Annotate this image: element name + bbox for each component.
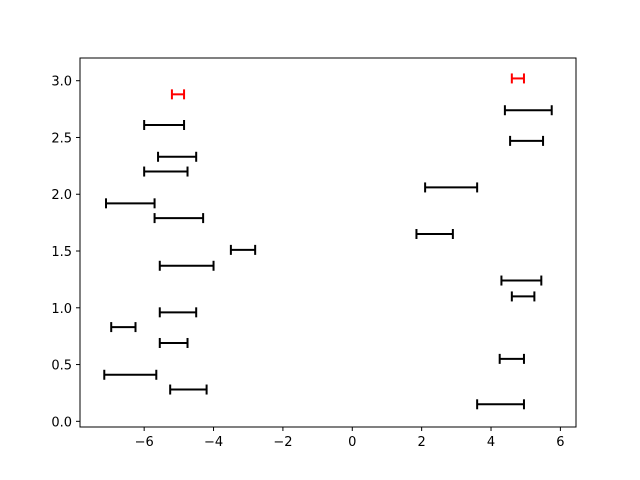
errorbar-interval	[169, 384, 208, 395]
errorbar-interval	[158, 307, 198, 318]
errorbar-interval	[170, 89, 186, 100]
errorbar-interval	[158, 260, 215, 271]
axes: −6 −4 −2 0 2 4 6 0.0 0.5 1.0 1.5 2.0 2.5 3.0	[51, 57, 577, 450]
y-tick-label: 1.5	[51, 245, 72, 260]
x-tick-label: −6	[135, 435, 154, 450]
x-tick-label: 2	[418, 435, 426, 450]
errorbar-interval	[157, 151, 198, 162]
errorbar-interval	[143, 166, 189, 177]
y-tick-label: 2.5	[51, 131, 72, 146]
errorbar-interval	[510, 291, 536, 302]
y-tick-label: 2.0	[51, 188, 72, 203]
y-tick-label: 3.0	[51, 75, 72, 90]
y-tick-label: 0.0	[51, 415, 72, 430]
errorbar-interval	[509, 135, 545, 146]
errorbar-interval	[153, 213, 205, 224]
plot-area	[103, 73, 553, 410]
errorbar-interval	[103, 369, 158, 380]
y-tick-label: 0.5	[51, 359, 72, 374]
errorbar-interval	[229, 244, 257, 255]
y-tick-label: 1.0	[51, 302, 72, 317]
errorbar-interval	[498, 353, 525, 364]
errorbar-interval	[143, 119, 186, 130]
x-tick-label: 0	[348, 435, 356, 450]
errorbar-interval	[500, 275, 543, 286]
x-tick-label: 4	[487, 435, 495, 450]
axes-frame	[79, 57, 577, 428]
errorbar-interval	[510, 73, 525, 84]
x-tick-label: −2	[273, 435, 292, 450]
errorbar-interval	[105, 198, 156, 209]
errorbar-interval	[503, 105, 553, 116]
errorbar-interval	[110, 322, 137, 333]
errorbar-interval	[424, 182, 479, 193]
x-tick-label: −4	[204, 435, 223, 450]
errorbar-interval	[158, 337, 189, 348]
errorbar-interval	[415, 228, 454, 239]
errorbar-interval	[476, 399, 525, 410]
x-tick-label: 6	[556, 435, 564, 450]
